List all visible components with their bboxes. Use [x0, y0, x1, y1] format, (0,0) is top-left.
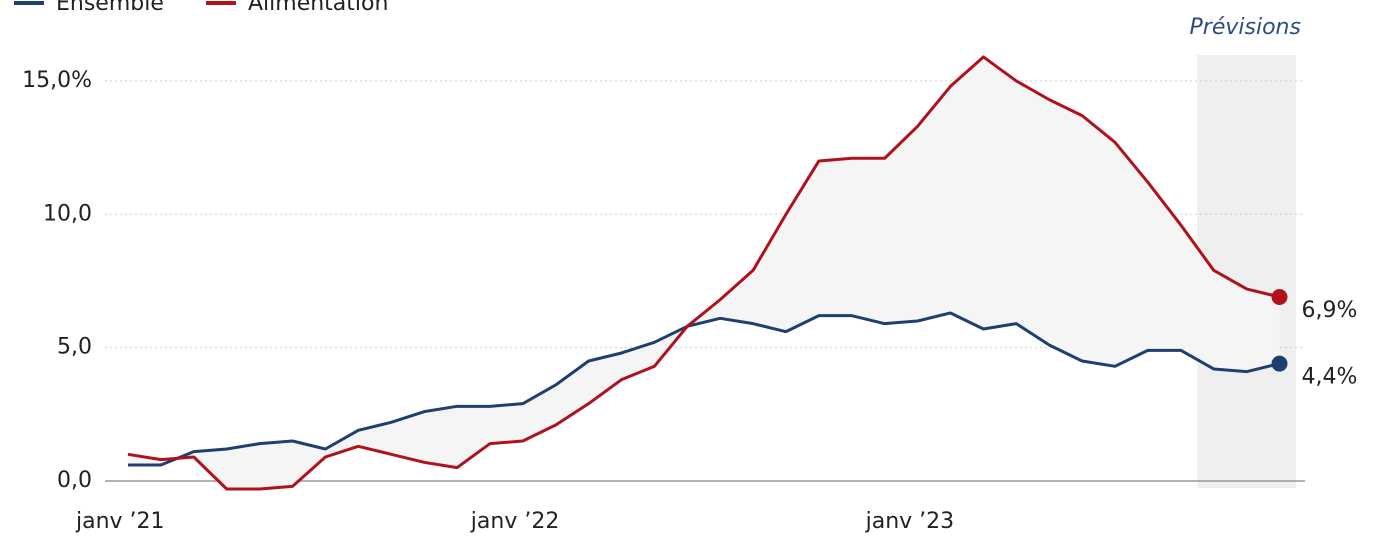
series-line — [127, 55, 1280, 491]
y-tick-label: 15,0% — [22, 68, 92, 93]
y-tick-label: 10,0 — [43, 201, 92, 226]
series-line — [128, 311, 1280, 467]
value-label: 6,9% — [1302, 298, 1358, 323]
x-tick-label: janv ’21 — [75, 509, 165, 534]
value-label: 4,4% — [1302, 365, 1358, 390]
end-marker — [1271, 355, 1288, 372]
x-tick-label: janv ’22 — [470, 509, 560, 534]
x-tick-label: janv ’23 — [865, 509, 955, 534]
gap-area — [128, 56, 1280, 490]
forecast-label: Prévisions — [1190, 15, 1301, 40]
y-tick-label: 5,0 — [57, 335, 92, 360]
legend-label: Ensemble — [56, 0, 164, 16]
end-marker — [1271, 288, 1288, 305]
legend-label: Alimentation — [248, 0, 388, 16]
y-tick-label: 0,0 — [57, 468, 92, 493]
